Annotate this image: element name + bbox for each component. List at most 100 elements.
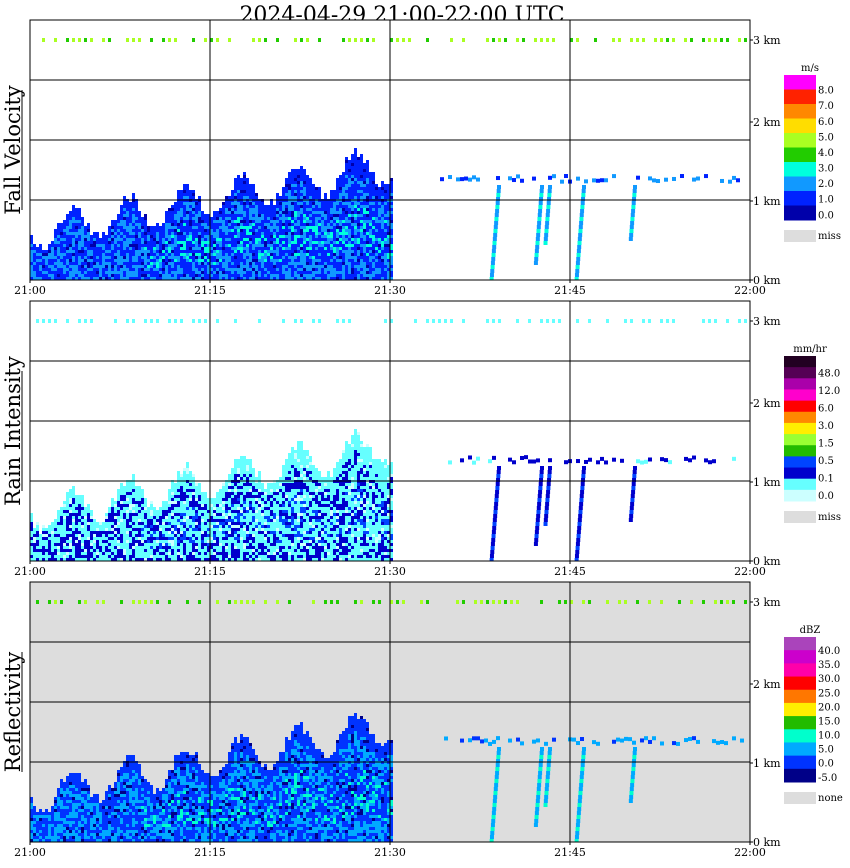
colorbar-missing-label: miss [818,231,841,242]
colorbar-swatch [784,378,816,390]
colorbar-label: 10.0 [818,731,840,742]
time-tick-label: 22:00 [734,565,766,578]
colorbar-swatch [784,147,816,163]
grid [30,20,750,280]
colorbar-label: 0.0 [818,759,834,770]
colorbar-label: 0.0 [818,491,834,502]
echo-field [30,38,747,280]
time-tick-label: 22:00 [734,846,766,859]
colorbar-swatch [784,356,816,368]
colorbar-label: 5.0 [818,132,834,143]
colorbar-swatch [784,445,816,457]
panel-rain-intensity: 21:00 21:15 21:30 21:45 22:000 km 1 km 2 km 3 k… [1,300,841,578]
time-tick-label: 21:00 [14,846,46,859]
colorbar-swatch [784,650,816,664]
colorbar-swatch [784,742,816,757]
colorbar-label: 25.0 [818,688,840,699]
height-tick-label: 1 km [753,476,781,489]
colorbar-swatch [784,478,816,491]
colorbar-missing-swatch [784,230,816,242]
time-tick-label: 21:00 [14,565,46,578]
colorbar-swatch [784,75,816,90]
colorbar: m/s 8.0 7.0 6.0 5.0 4.0 3.0 2.0 1.0 0.0 miss [784,63,841,242]
colorbar-swatch [784,367,816,379]
time-tick-label: 21:30 [374,565,406,578]
colorbar-label: -5.0 [818,773,837,784]
time-tick-label: 22:00 [734,284,766,297]
colorbar-swatch [784,456,816,469]
height-tick-label: 0 km [753,555,781,568]
colorbar-label: 20.0 [818,702,840,713]
height-tick-label: 2 km [753,678,781,691]
panel-fall-velocity: 21:00 21:15 21:30 21:45 22:000 km 1 km 2 km 3 k… [1,19,841,297]
panel-reflectivity: 21:00 21:15 21:30 21:45 22:000 km 1 km 2 km 3 k… [1,581,843,859]
time-tick-label: 21:45 [554,284,586,297]
height-tick-label: 0 km [753,836,781,849]
colorbar-swatch [784,637,816,651]
colorbar-swatch [784,104,816,119]
colorbar-label: 8.0 [818,86,834,97]
time-tick-label: 21:45 [554,846,586,859]
colorbar-missing-label: miss [818,512,841,523]
colorbar-swatch [784,389,816,402]
height-tick-label: 3 km [753,315,781,328]
time-tick-label: 21:15 [194,565,226,578]
time-tick-label: 21:00 [14,284,46,297]
height-tick-label: 2 km [753,116,781,129]
colorbar: mm/hr 48.0 12.0 6.0 3.0 1.5 0.5 0.1 0.0 miss [784,344,841,523]
colorbar-label: 7.0 [818,101,834,112]
colorbar-missing-swatch [784,792,816,804]
colorbar-label: 15.0 [818,716,840,727]
colorbar-label: 4.0 [818,148,834,159]
colorbar-label: 6.0 [818,117,834,128]
time-tick-label: 21:15 [194,846,226,859]
colorbar-swatch [784,663,816,678]
colorbar-swatch [784,411,816,424]
height-tick-label: 3 km [753,34,781,47]
panel-ylabel: Rain Intensity [1,356,25,506]
colorbar-swatch [784,489,816,502]
grid [30,582,750,842]
colorbar-missing-swatch [784,511,816,523]
colorbar-label: 6.0 [818,403,834,414]
colorbar-units: m/s [801,63,819,74]
panel-ylabel: Reflectivity [1,652,25,773]
colorbar-label: 0.5 [818,456,834,467]
time-tick-label: 21:30 [374,846,406,859]
colorbar-label: 2.0 [818,179,834,190]
colorbar-label: 3.0 [818,164,834,175]
colorbar-swatch [784,205,816,221]
colorbar-missing-label: none [818,793,843,804]
colorbar-swatch [784,118,816,134]
colorbar-label: 12.0 [818,386,840,397]
colorbar-swatch [784,434,816,446]
colorbar-swatch [784,162,816,177]
colorbar: dBZ 40.0 35.0 30.0 25.0 20.0 15.0 10.0 5.0 0.0 -5.… [784,625,843,804]
colorbar-swatch [784,768,816,783]
colorbar-swatch [784,176,816,192]
colorbar-swatch [784,755,816,770]
colorbar-label: 40.0 [818,646,840,657]
colorbar-label: 3.0 [818,421,834,432]
colorbar-swatch [784,702,816,717]
height-tick-label: 2 km [753,397,781,410]
panel-ylabel: Fall Velocity [1,85,25,215]
time-tick-label: 21:45 [554,565,586,578]
time-tick-label: 21:30 [374,284,406,297]
colorbar-swatch [784,729,816,743]
colorbar-swatch [784,89,816,105]
colorbar-swatch [784,689,816,704]
colorbar-label: 48.0 [818,368,840,379]
colorbar-label: 1.5 [818,438,834,449]
colorbar-swatch [784,133,816,148]
colorbar-swatch [784,422,816,435]
colorbar-label: 5.0 [818,745,834,756]
height-tick-label: 1 km [753,757,781,770]
colorbar-units: mm/hr [793,344,827,355]
echo-field [30,319,747,561]
height-tick-label: 1 km [753,195,781,208]
height-tick-label: 3 km [753,596,781,609]
colorbar-swatch [784,467,816,480]
time-tick-label: 21:15 [194,284,226,297]
